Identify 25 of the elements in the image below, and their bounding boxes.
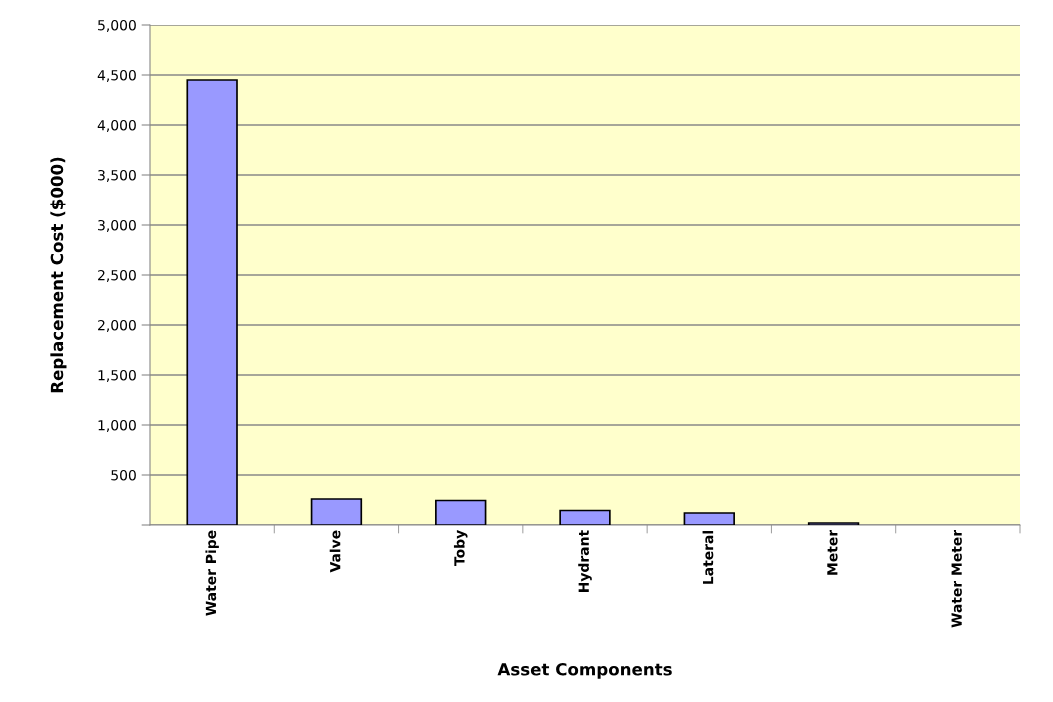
x-tick-label: Valve (329, 530, 341, 573)
x-tick-label: Lateral (702, 531, 714, 584)
y-tick-label: 4,500 (97, 69, 136, 82)
bar (559, 509, 611, 525)
bar (186, 79, 238, 525)
x-tick-label: Toby (453, 530, 468, 566)
bar (807, 522, 860, 525)
y-tick-label: 5,000 (98, 19, 136, 32)
bar (683, 512, 735, 525)
y-tick-label: 3,500 (98, 169, 136, 182)
y-tick-label: 4,000 (97, 119, 136, 132)
y-tick-label: 2,500 (98, 269, 136, 282)
bar (310, 498, 363, 525)
x-tick-label: Hydrant (578, 530, 592, 592)
x-tick-label: Water Meter (951, 529, 962, 628)
y-tick-label: 2,000 (98, 319, 136, 332)
bar (435, 499, 487, 525)
y-axis-title: Replacement Cost ($000) (50, 157, 67, 393)
y-tick-label: 3,000 (98, 219, 136, 232)
y-tick-label: 1,000 (98, 419, 136, 432)
x-axis-title: Asset Components (497, 662, 672, 679)
x-tick-label: Meter (827, 529, 838, 575)
y-tick-label: 500 (111, 469, 136, 481)
y-tick-label: 1,500 (98, 369, 136, 382)
x-tick-label: Water Pipe (205, 530, 219, 616)
